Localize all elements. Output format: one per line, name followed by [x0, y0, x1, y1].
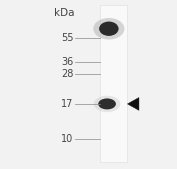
Ellipse shape	[99, 22, 119, 36]
Text: kDa: kDa	[54, 8, 74, 18]
Bar	[100, 5, 127, 162]
Text: 55: 55	[61, 33, 73, 43]
Text: 17: 17	[61, 99, 73, 109]
Ellipse shape	[98, 98, 116, 110]
Text: 28: 28	[61, 68, 73, 79]
Text: 36: 36	[61, 57, 73, 67]
Text: 10: 10	[61, 134, 73, 144]
Polygon shape	[127, 98, 139, 110]
Ellipse shape	[93, 18, 124, 40]
Ellipse shape	[94, 96, 120, 112]
